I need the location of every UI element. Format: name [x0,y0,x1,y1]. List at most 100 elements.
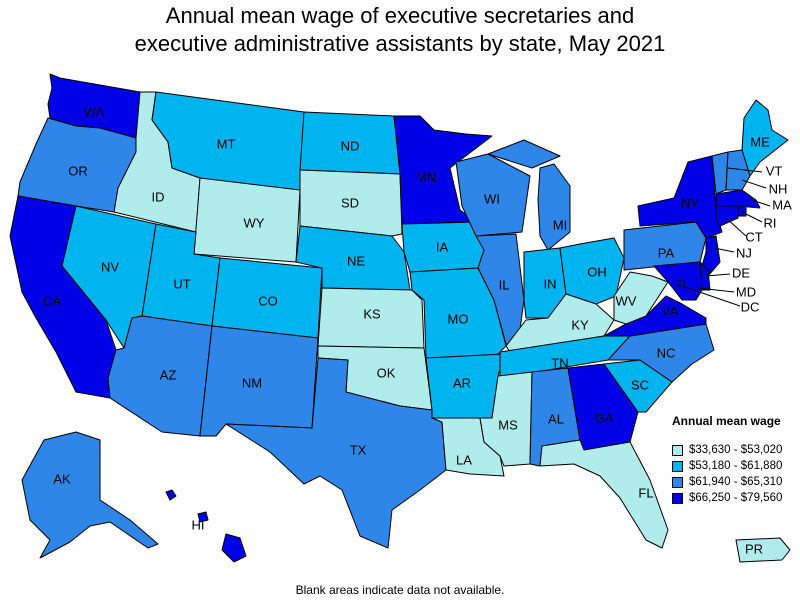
leader-MD [697,287,735,293]
state-IL[interactable] [475,233,525,345]
state-SC[interactable] [603,359,673,413]
label-IN: IN [544,276,557,291]
legend-row-2: $53,180 - $61,880 [672,458,800,474]
state-labels: WA OR CA ID NV MT WY UT AZ CO NM ND SD N… [43,104,792,556]
label-IA: IA [436,239,449,254]
label-AZ: AZ [160,367,177,382]
label-VA: VA [662,303,679,318]
label-WV: WV [616,293,637,308]
label-VT: VT [766,163,783,178]
state-NH[interactable] [725,149,751,191]
label-MN: MN [416,169,436,184]
label-ID: ID [152,189,165,204]
label-MD: MD [736,284,756,299]
label-MI: MI [553,217,567,232]
label-NV: NV [101,259,119,274]
state-KS[interactable] [317,287,425,349]
map-legend: Annual mean wage $33,630 - $53,020 $53,1… [672,414,800,506]
label-MS: MS [498,417,518,432]
legend-row-4: $66,250 - $79,560 [672,490,800,506]
map-title: Annual mean wage of executive secretarie… [0,2,800,58]
label-ME: ME [750,134,770,149]
label-CA: CA [43,293,61,308]
legend-title: Annual mean wage [672,414,781,428]
label-AL: AL [548,411,564,426]
label-FL: FL [638,485,653,500]
leader-DC [681,285,741,307]
state-shapes [9,73,791,563]
state-TX[interactable] [225,357,447,549]
leader-DE [705,273,731,277]
label-RI: RI [764,215,777,230]
legend-swatch-1 [672,444,683,456]
label-NH: NH [769,181,788,196]
label-OK: OK [377,365,396,380]
label-NC: NC [657,345,676,360]
leader-MA [751,199,771,207]
label-UT: UT [173,276,190,291]
state-FL[interactable] [539,439,669,549]
label-PR: PR [745,541,763,556]
legend-row-1: $33,630 - $53,020 [672,442,800,458]
label-IL: IL [499,277,510,292]
legend-label-1: $33,630 - $53,020 [689,444,783,456]
label-NJ: NJ [736,245,752,260]
label-SC: SC [631,377,649,392]
state-MI[interactable] [487,139,571,251]
state-CT[interactable] [715,205,739,227]
state-SD[interactable] [299,169,403,237]
label-PA: PA [658,245,675,260]
label-MT: MT [217,136,236,151]
label-OH: OH [587,264,607,279]
label-leader-lines [681,167,771,307]
legend-swatch-4 [672,492,683,504]
leader-NH [741,179,767,189]
label-WY: WY [244,215,265,230]
state-RI[interactable] [737,205,747,217]
legend-swatch-3 [672,476,683,488]
label-KS: KS [363,306,381,321]
legend-row-3: $61,940 - $65,310 [672,474,800,490]
legend-label-4: $66,250 - $79,560 [689,492,783,504]
label-NE: NE [347,253,365,268]
state-PR[interactable] [735,537,791,563]
legend-label-3: $61,940 - $65,310 [689,476,783,488]
label-CO: CO [258,293,278,308]
label-TN: TN [551,355,568,370]
label-DC: DC [741,299,760,314]
legend-label-2: $53,180 - $61,880 [689,460,783,472]
label-CT: CT [745,229,762,244]
title-line-2: executive administrative assistants by s… [134,31,666,56]
footnote: Blank areas indicate data not available. [295,583,505,597]
label-MO: MO [448,311,469,326]
leader-VT [727,167,763,173]
state-DC[interactable] [677,279,685,287]
label-NM: NM [242,375,262,390]
label-TX: TX [350,442,367,457]
title-line-1: Annual mean wage of executive secretarie… [165,3,635,28]
label-NY: NY [681,195,699,210]
state-WV[interactable] [613,271,669,325]
state-AK[interactable] [21,431,159,559]
legend-swatch-2 [672,460,683,472]
label-DE: DE [732,265,750,280]
state-MN[interactable] [393,115,493,225]
label-LA: LA [456,452,472,467]
label-WI: WI [484,191,500,206]
state-MA[interactable] [715,189,761,209]
label-MA: MA [772,197,792,212]
label-KY: KY [571,317,589,332]
state-HI[interactable] [165,489,247,563]
label-WA: WA [84,104,105,119]
label-ND: ND [341,138,360,153]
label-AR: AR [453,375,471,390]
label-HI: HI [192,517,205,532]
leader-CT [725,217,747,237]
label-SD: SD [341,195,359,210]
leader-NJ [713,247,735,253]
label-AK: AK [53,471,71,486]
leader-RI [741,211,763,223]
label-GA: GA [595,410,614,425]
label-OR: OR [68,163,88,178]
